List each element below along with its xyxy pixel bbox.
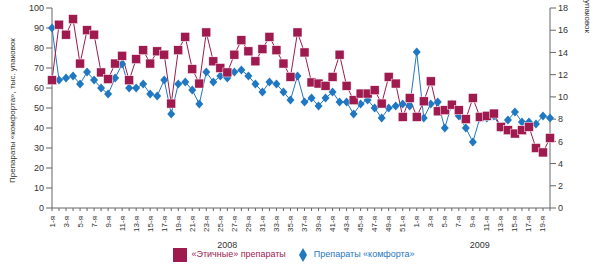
svg-text:13-я: 13-я (496, 216, 505, 232)
svg-text:21-я: 21-я (188, 216, 197, 232)
svg-text:100: 100 (29, 3, 44, 13)
svg-text:15-я: 15-я (510, 216, 519, 232)
svg-text:18: 18 (558, 3, 568, 13)
svg-text:25-я: 25-я (216, 216, 225, 232)
svg-text:4: 4 (558, 159, 563, 169)
svg-text:3-я: 3-я (62, 216, 71, 227)
svg-text:10: 10 (558, 92, 568, 102)
svg-text:50: 50 (34, 103, 44, 113)
svg-text:45-я: 45-я (356, 216, 365, 232)
svg-text:19-я: 19-я (174, 216, 183, 232)
svg-text:17-я: 17-я (524, 216, 533, 232)
svg-text:16: 16 (558, 25, 568, 35)
svg-text:35-я: 35-я (286, 216, 295, 232)
svg-text:40: 40 (34, 123, 44, 133)
svg-text:6: 6 (558, 137, 563, 147)
svg-text:12: 12 (558, 70, 568, 80)
svg-text:0: 0 (39, 203, 44, 213)
svg-text:7-я: 7-я (90, 216, 99, 227)
svg-text:11-я: 11-я (118, 216, 127, 231)
svg-text:51-я: 51-я (398, 216, 407, 232)
svg-text:23-я: 23-я (202, 216, 211, 232)
html-text:Препараты «комфорта»: Препараты «комфорта» (313, 249, 415, 260)
svg-text:3-я: 3-я (426, 216, 435, 227)
svg-text:9-я: 9-я (468, 216, 477, 227)
svg-text:15-я: 15-я (146, 216, 155, 232)
svg-text:2008: 2008 (217, 240, 237, 250)
svg-text:1-я: 1-я (48, 216, 57, 227)
svg-text:33-я: 33-я (272, 216, 281, 232)
svg-text:43-я: 43-я (342, 216, 351, 232)
svg-text:13-я: 13-я (132, 216, 141, 232)
svg-text:70: 70 (34, 63, 44, 73)
svg-text:«Этичные» препараты, тыс. упак: «Этичные» препараты, тыс. упаковок (583, 0, 592, 34)
svg-text:90: 90 (34, 23, 44, 33)
svg-text:27-я: 27-я (230, 216, 239, 232)
svg-text:60: 60 (34, 83, 44, 93)
svg-text:9-я: 9-я (104, 216, 113, 227)
svg-text:11-я: 11-я (482, 216, 491, 231)
svg-text:20: 20 (34, 163, 44, 173)
svg-text:8: 8 (558, 114, 563, 124)
svg-text:47-я: 47-я (370, 216, 379, 232)
svg-text:2009: 2009 (470, 240, 490, 250)
svg-text:5-я: 5-я (440, 216, 449, 227)
svg-text:29-я: 29-я (244, 216, 253, 232)
html-text:«Этичные» препараты: «Этичные» препараты (191, 249, 286, 260)
svg-text:7-я: 7-я (454, 216, 463, 227)
svg-text:2: 2 (558, 181, 563, 191)
svg-text:39-я: 39-я (314, 216, 323, 232)
svg-text:10: 10 (34, 183, 44, 193)
svg-text:37-я: 37-я (300, 216, 309, 232)
svg-text:17-я: 17-я (160, 216, 169, 232)
svg-text:0: 0 (558, 203, 563, 213)
svg-text:5-я: 5-я (76, 216, 85, 227)
svg-text:19-я: 19-я (538, 216, 547, 232)
svg-text:1-я: 1-я (412, 216, 421, 227)
svg-text:80: 80 (34, 43, 44, 53)
svg-text:41-я: 41-я (328, 216, 337, 232)
svg-text:31-я: 31-я (258, 216, 267, 232)
svg-text:Препараты «комфорта», тыс. упа: Препараты «комфорта», тыс. упаковок (8, 38, 17, 183)
svg-text:30: 30 (34, 143, 44, 153)
svg-text:14: 14 (558, 48, 568, 58)
svg-text:49-я: 49-я (384, 216, 393, 232)
